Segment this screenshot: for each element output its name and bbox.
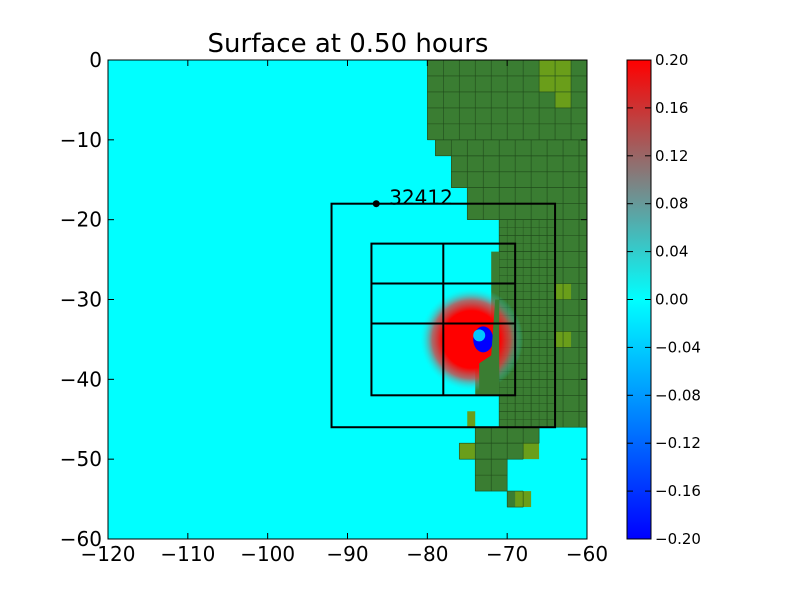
colorbar-tick-label: 0.00 <box>655 291 688 309</box>
plot-area <box>108 60 587 539</box>
highland-cell <box>459 443 476 460</box>
highland-cell <box>555 91 572 108</box>
gauge-marker-group: 32412 <box>372 186 453 210</box>
colorbar-tick-label: −0.08 <box>655 386 701 404</box>
colorbar-tick-label: −0.04 <box>655 338 701 356</box>
x-tick-label: −120 <box>81 542 136 566</box>
land-cell <box>435 139 587 156</box>
y-axis: 0 −10 −20 −30 −40 −50 −60 <box>60 48 587 551</box>
colorbar-tick-label: 0.20 <box>655 51 688 69</box>
outer-box <box>330 202 557 429</box>
y-tick-label: −50 <box>60 447 102 471</box>
colorbar-tick-label: −0.20 <box>655 530 701 548</box>
colorbar-tick-label: 0.12 <box>655 147 688 165</box>
gauge-label: 32412 <box>389 186 453 210</box>
highland-cell <box>523 443 540 460</box>
x-tick-label: −70 <box>486 542 528 566</box>
gauge-marker <box>372 200 380 208</box>
colorbar: 0.20 0.16 0.12 0.08 0.04 0.00 −0.04 −0.08 −0.12 −… <box>626 51 701 548</box>
y-tick-label: −30 <box>60 288 102 312</box>
y-tick-label: −40 <box>60 367 102 391</box>
x-tick-label: −80 <box>406 542 448 566</box>
colorbar-tick-label: 0.16 <box>655 99 688 117</box>
x-tick-label: −100 <box>240 542 295 566</box>
x-tick-label: −60 <box>566 542 608 566</box>
y-tick-label: −10 <box>60 128 102 152</box>
x-axis: −120 −110 −100 −90 −80 −70 −60 <box>81 60 608 566</box>
highland-cell <box>539 75 556 92</box>
colorbar-ticks: 0.20 0.16 0.12 0.08 0.04 0.00 −0.04 −0.08 −0.12 −… <box>627 51 701 548</box>
highland-cell <box>467 411 476 428</box>
chart-title: Surface at 0.50 hours <box>208 29 489 59</box>
refinement-grids <box>330 202 557 429</box>
x-tick-label: −110 <box>160 542 215 566</box>
y-tick-label: −60 <box>60 527 102 551</box>
y-tick-label: 0 <box>89 48 102 72</box>
wave-positive <box>419 287 524 392</box>
colorbar-tick-label: 0.08 <box>655 195 688 213</box>
colorbar-tick-label: −0.12 <box>655 434 701 452</box>
colorbar-tick-label: −0.16 <box>655 482 701 500</box>
colorbar-tick-label: 0.04 <box>655 243 688 261</box>
x-tick-label: −90 <box>326 542 368 566</box>
wave-center <box>473 329 486 342</box>
wave-layer <box>419 287 524 396</box>
y-tick-label: −20 <box>60 208 102 232</box>
